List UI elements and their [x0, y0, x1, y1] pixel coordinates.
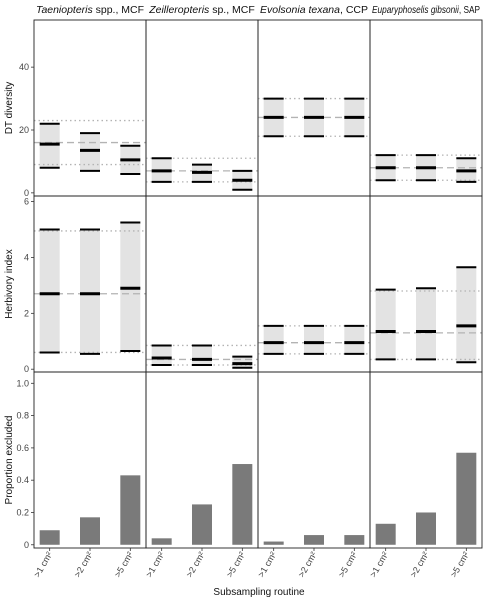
- panel-r2-c3: [257, 195, 371, 373]
- bar: [39, 530, 60, 545]
- panel-r1-c2: [145, 19, 259, 197]
- y-axis-label-row-3: Proportion excluded: [4, 416, 15, 505]
- range-band: [416, 288, 436, 360]
- facet-titles: Taeniopteris spp., MCF Zeilleropteris sp.…: [36, 4, 480, 16]
- x-tick-label: >5 cm²: [337, 550, 360, 579]
- panel-r2-c4: [369, 195, 483, 373]
- panel-r3-c4: [369, 371, 483, 549]
- y-axes: 0 20 40 DT diversity 0 2 4 6 Herbivory index 0 0.2…: [4, 62, 34, 550]
- facet-title-taxon: Taeniopteris: [36, 4, 93, 16]
- x-tick-label: >5 cm²: [449, 550, 472, 579]
- bar: [192, 504, 212, 545]
- y-tick-label: 0.6: [16, 443, 29, 453]
- facet-title-suffix: , SAP: [459, 4, 480, 16]
- panel-r3-c1: [33, 371, 147, 549]
- range-band: [304, 325, 324, 354]
- x-tick-label: >5 cm²: [225, 550, 248, 579]
- y-tick-label: 0.2: [16, 507, 29, 517]
- y-tick-label: 6: [24, 197, 29, 207]
- range-band: [80, 229, 100, 354]
- bar: [304, 535, 324, 545]
- facet-title-2: Zeilleropteris sp., MCF: [148, 4, 255, 16]
- bar: [151, 538, 172, 545]
- range-band: [151, 345, 172, 366]
- facet-title-3: Evolsonia texana, CCP: [260, 4, 368, 16]
- x-axis: >1 cm² >2 cm² >5 cm² >1 cm² >2 cm² >5 cm² >1 c…: [32, 548, 471, 579]
- range-band: [344, 325, 365, 354]
- x-axis-label: Subsampling routine: [213, 587, 305, 598]
- x-tick-label: >2 cm²: [184, 550, 207, 579]
- facet-title-suffix: sp., MCF: [209, 4, 255, 16]
- panel-r1-c3: [257, 19, 371, 197]
- bar: [263, 541, 284, 545]
- panel-r2-c1: [33, 195, 147, 373]
- x-tick-label: >1 cm²: [144, 550, 167, 579]
- x-tick-label: >1 cm²: [256, 550, 279, 579]
- facet-title-4: Euparyphoselis gibsonii, SAP: [372, 4, 480, 16]
- x-tick-label: >1 cm²: [368, 550, 391, 579]
- y-tick-label: 2: [24, 308, 29, 318]
- y-tick-label: 40: [19, 62, 29, 72]
- facet-title-suffix: spp., MCF: [93, 4, 144, 16]
- y-tick-label: 0.8: [16, 411, 29, 421]
- y-tick-label: 4: [24, 252, 29, 262]
- x-tick-label: >5 cm²: [113, 550, 136, 579]
- panel-r3-c2: [145, 371, 259, 549]
- range-band: [375, 289, 396, 360]
- panel-border: [257, 371, 371, 549]
- range-band: [456, 267, 477, 363]
- y-tick-label: 0: [24, 364, 29, 374]
- range-band: [39, 229, 60, 353]
- bar: [375, 523, 396, 545]
- bar: [344, 535, 365, 545]
- bar: [120, 475, 141, 545]
- bar: [456, 452, 477, 545]
- facet-title-suffix: , CCP: [340, 4, 368, 16]
- y-axis-label-row-2: Herbivory index: [4, 249, 15, 318]
- panel-r1-c1: [33, 19, 147, 197]
- panel-r3-c3: [257, 371, 371, 549]
- x-tick-label: >2 cm²: [296, 550, 319, 579]
- bar: [80, 517, 100, 545]
- y-tick-label: 20: [19, 125, 29, 135]
- panel-r1-c4: [369, 19, 483, 197]
- facet-title-1: Taeniopteris spp., MCF: [36, 4, 144, 16]
- range-band: [263, 325, 284, 354]
- y-tick-label: 0: [24, 188, 29, 198]
- bar: [416, 512, 436, 545]
- x-tick-label: >2 cm²: [72, 550, 95, 579]
- y-tick-label: 0.4: [16, 475, 29, 485]
- bar: [232, 464, 253, 545]
- facet-title-taxon: Zeilleropteris: [148, 4, 210, 16]
- x-tick-label: >1 cm²: [32, 550, 55, 579]
- range-band: [192, 345, 212, 366]
- facet-title-taxon: Evolsonia texana: [260, 4, 340, 16]
- y-tick-label: 1.0: [16, 378, 29, 388]
- x-tick-label: >2 cm²: [408, 550, 431, 579]
- panel-r2-c2: [145, 195, 259, 373]
- panels: [33, 19, 483, 549]
- y-tick-label: 0: [24, 540, 29, 550]
- range-band: [39, 123, 60, 168]
- y-axis-label-row-1: DT diversity: [4, 82, 15, 135]
- facet-title-taxon: Euparyphoselis gibsonii: [372, 4, 459, 16]
